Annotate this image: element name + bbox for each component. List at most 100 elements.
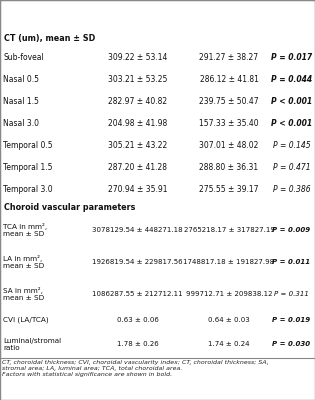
Text: 307.01 ± 48.02: 307.01 ± 48.02	[199, 140, 259, 150]
Text: 1.78 ± 0.26: 1.78 ± 0.26	[117, 341, 158, 347]
Bar	[190, 156, 268, 178]
Text: P < 0.001: P < 0.001	[271, 118, 312, 128]
Bar	[268, 112, 315, 134]
Bar	[190, 178, 268, 200]
Text: P = 0.019: P = 0.019	[272, 317, 311, 323]
Text: P value: P value	[278, 12, 306, 20]
Bar	[268, 134, 315, 156]
Bar	[190, 310, 268, 330]
Text: P = 0.017: P = 0.017	[271, 52, 312, 62]
Text: 1926819.54 ± 229817.56: 1926819.54 ± 229817.56	[92, 259, 183, 265]
Bar	[85, 112, 190, 134]
Text: P = 0.009: P = 0.009	[272, 227, 311, 233]
Bar	[85, 330, 190, 358]
Text: Nasal 0.5: Nasal 0.5	[3, 74, 39, 84]
Bar	[0, 32, 315, 46]
Text: CVI (LA/TCA): CVI (LA/TCA)	[3, 317, 49, 323]
Bar	[85, 46, 190, 68]
Bar	[85, 310, 190, 330]
Text: P = 0.311: P = 0.311	[274, 291, 309, 297]
Text: 1086287.55 ± 212712.11: 1086287.55 ± 212712.11	[92, 291, 183, 297]
Text: 288.80 ± 36.31: 288.80 ± 36.31	[199, 162, 259, 172]
Bar	[85, 68, 190, 90]
Text: Nasal 3.0: Nasal 3.0	[3, 118, 39, 128]
Bar	[268, 246, 315, 278]
Text: CT (um), mean ± SD: CT (um), mean ± SD	[4, 34, 95, 44]
Bar	[190, 90, 268, 112]
Text: 999712.71 ± 209838.12: 999712.71 ± 209838.12	[186, 291, 272, 297]
Text: 287.20 ± 41.28: 287.20 ± 41.28	[108, 162, 167, 172]
Bar	[268, 178, 315, 200]
Bar	[85, 90, 190, 112]
Bar	[268, 0, 315, 32]
Bar	[85, 0, 190, 32]
Text: P = 0.386: P = 0.386	[273, 184, 310, 194]
Bar	[268, 310, 315, 330]
Text: Luminal/stromal
ratio: Luminal/stromal ratio	[3, 338, 61, 350]
Text: P = 0.471: P = 0.471	[273, 162, 310, 172]
Text: 204.98 ± 41.98: 204.98 ± 41.98	[108, 118, 167, 128]
Bar	[0, 200, 315, 214]
Bar	[0, 112, 85, 134]
Bar	[268, 90, 315, 112]
Text: 275.55 ± 39.17: 275.55 ± 39.17	[199, 184, 259, 194]
Bar	[190, 68, 268, 90]
Bar	[190, 278, 268, 310]
Text: 2765218.17 ± 317827.19: 2765218.17 ± 317827.19	[184, 227, 274, 233]
Bar	[0, 214, 85, 246]
Bar	[85, 134, 190, 156]
Bar	[85, 278, 190, 310]
Text: 1.74 ± 0.24: 1.74 ± 0.24	[208, 341, 250, 347]
Bar	[190, 0, 268, 32]
Text: 0.63 ± 0.06: 0.63 ± 0.06	[117, 317, 158, 323]
Text: Nasal 1.5: Nasal 1.5	[3, 96, 39, 106]
Text: 291.27 ± 38.27: 291.27 ± 38.27	[199, 52, 259, 62]
Text: 157.33 ± 35.40: 157.33 ± 35.40	[199, 118, 259, 128]
Text: Temporal 1.5: Temporal 1.5	[3, 162, 53, 172]
Bar	[190, 214, 268, 246]
Text: 270.94 ± 35.91: 270.94 ± 35.91	[108, 184, 167, 194]
Bar	[0, 178, 85, 200]
Bar	[0, 0, 315, 358]
Text: 239.75 ± 50.47: 239.75 ± 50.47	[199, 96, 259, 106]
Bar	[190, 46, 268, 68]
Text: 3078129.54 ± 448271.18: 3078129.54 ± 448271.18	[92, 227, 183, 233]
Text: P = 0.145: P = 0.145	[273, 140, 310, 150]
Bar	[0, 46, 85, 68]
Bar	[0, 278, 85, 310]
Bar	[268, 214, 315, 246]
Bar	[0, 310, 85, 330]
Bar	[0, 90, 85, 112]
Bar	[0, 0, 85, 32]
Bar	[85, 246, 190, 278]
Text: Temporal 3.0: Temporal 3.0	[3, 184, 53, 194]
Bar	[85, 214, 190, 246]
Bar	[268, 330, 315, 358]
Text: CT, choroidal thickness; CVI, choroidal vascularity index; CT, choroidal thickne: CT, choroidal thickness; CVI, choroidal …	[2, 360, 269, 377]
Bar	[268, 156, 315, 178]
Text: Sub-foveal: Sub-foveal	[3, 52, 44, 62]
Bar	[85, 178, 190, 200]
Text: 286.12 ± 41.81: 286.12 ± 41.81	[200, 74, 258, 84]
Text: Temporal 0.5: Temporal 0.5	[3, 140, 53, 150]
Bar	[268, 278, 315, 310]
Text: 282.97 ± 40.82: 282.97 ± 40.82	[108, 96, 167, 106]
Text: P = 0.030: P = 0.030	[272, 341, 311, 347]
Text: LA in mm²,
mean ± SD: LA in mm², mean ± SD	[3, 255, 44, 269]
Text: P < 0.001: P < 0.001	[271, 96, 312, 106]
Text: 0.64 ± 0.03: 0.64 ± 0.03	[208, 317, 250, 323]
Text: P = 0.011: P = 0.011	[272, 259, 311, 265]
Bar	[190, 330, 268, 358]
Text: TCA in mm²,
mean ± SD: TCA in mm², mean ± SD	[3, 223, 47, 237]
Bar	[190, 246, 268, 278]
Bar	[268, 68, 315, 90]
Text: 309.22 ± 53.14: 309.22 ± 53.14	[108, 52, 167, 62]
Bar	[0, 134, 85, 156]
Text: 303.21 ± 53.25: 303.21 ± 53.25	[108, 74, 167, 84]
Bar	[190, 134, 268, 156]
Text: 1748817.18 ± 191827.98: 1748817.18 ± 191827.98	[183, 259, 275, 265]
Bar	[268, 46, 315, 68]
Bar	[0, 156, 85, 178]
Text: Choroid vascular parameters: Choroid vascular parameters	[4, 202, 135, 212]
Bar	[0, 246, 85, 278]
